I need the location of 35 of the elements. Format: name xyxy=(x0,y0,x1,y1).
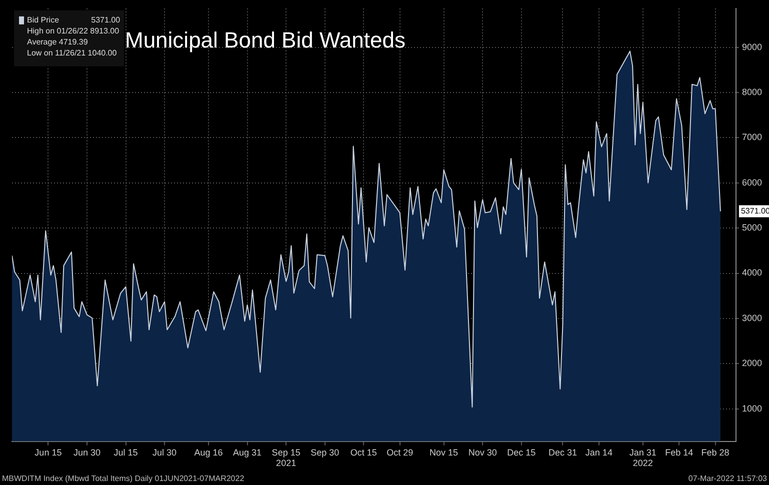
x-tick-label: Jul 15 xyxy=(114,447,138,458)
text: MBWDITM Index (Mbwd Total Items) Daily 01JUN2021-07MAR2022 xyxy=(2,474,245,484)
annotation: High on 01/26/22 8913.00 xyxy=(27,26,120,36)
x-tick-label: Jan 31 2022 xyxy=(629,447,656,468)
x-tick-label: Jun 30 xyxy=(73,447,100,458)
y-tick-label: 9000 xyxy=(742,42,762,52)
x-tick-label: Aug 31 xyxy=(233,447,262,458)
x-tick-label: Oct 15 xyxy=(350,447,377,458)
y-tick-label: 6000 xyxy=(742,177,762,188)
y-tick-label: 8000 xyxy=(742,86,762,97)
legend-label: Bid Price xyxy=(27,16,60,25)
y-tick-label: 7000 xyxy=(742,132,762,142)
y-tick-label: 2000 xyxy=(742,358,762,368)
x-tick-label: Sep 15 2021 xyxy=(272,447,300,468)
x-tick-label: Jun 15 xyxy=(34,447,62,458)
text: Municipal Bond Bid Wanteds xyxy=(125,27,406,52)
x-tick-label: Dec 15 xyxy=(507,447,536,458)
text: 5371.00 xyxy=(91,16,120,25)
annotation: Average 4719.39 xyxy=(27,38,88,47)
text: 07-Mar-2022 11:57:03 xyxy=(688,474,768,484)
x-tick-label: Aug 16 xyxy=(194,447,223,458)
x-tick-label: Jul 30 xyxy=(152,447,177,458)
x-tick-label: Nov 15 xyxy=(430,447,458,458)
x-tick-label: Sep 30 xyxy=(310,447,340,458)
x-tick-label: Feb 28 xyxy=(701,447,730,458)
x-tick-label: Nov 30 xyxy=(468,447,497,458)
y-tick-label: 5000 xyxy=(742,222,762,233)
y-tick-label: 4000 xyxy=(742,268,762,278)
x-tick-label: Jan 14 xyxy=(585,447,612,458)
annotation: Low on 11/26/21 1040.00 xyxy=(27,48,118,58)
x-tick-label: Oct 29 xyxy=(386,447,414,458)
x-tick-label: Dec 31 xyxy=(548,447,578,458)
y-tick-label: 3000 xyxy=(742,312,762,323)
y-tick-label: 1000 xyxy=(742,403,762,414)
x-tick-label: Feb 14 xyxy=(665,447,694,458)
